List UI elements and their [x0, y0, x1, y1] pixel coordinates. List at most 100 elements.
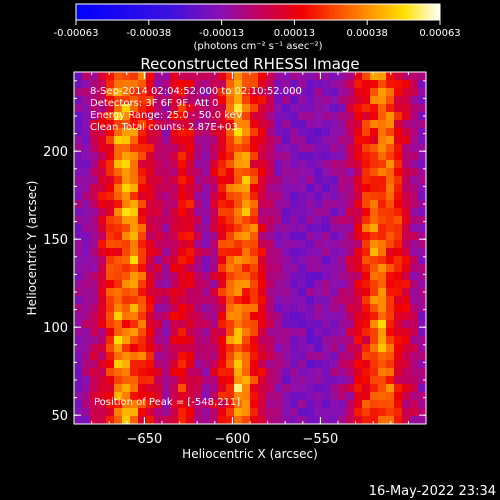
heatmap-cell — [226, 272, 235, 281]
heatmap-cell — [130, 400, 139, 409]
heatmap-cell — [418, 176, 427, 185]
heatmap-cell — [234, 104, 243, 113]
heatmap-cell — [194, 192, 203, 201]
heatmap-cell — [202, 416, 211, 425]
heatmap-cell — [226, 104, 235, 113]
heatmap-cell — [282, 120, 291, 129]
heatmap-cell — [210, 144, 219, 153]
heatmap-cell — [362, 272, 371, 281]
heatmap-cell — [98, 392, 107, 401]
heatmap-cell — [266, 272, 275, 281]
heatmap-cell — [290, 192, 299, 201]
heatmap-cell — [234, 376, 243, 385]
heatmap-cell — [90, 400, 99, 409]
heatmap-cell — [210, 72, 219, 81]
heatmap-cell — [210, 176, 219, 185]
heatmap-cell — [402, 208, 411, 217]
heatmap-cell — [338, 256, 347, 265]
heatmap-cell — [202, 384, 211, 393]
heatmap-cell — [290, 280, 299, 289]
heatmap-cell — [186, 288, 195, 297]
heatmap-cell — [130, 208, 139, 217]
heatmap-cell — [314, 288, 323, 297]
heatmap-cell — [178, 184, 187, 193]
heatmap-cell — [362, 256, 371, 265]
heatmap-cell — [90, 320, 99, 329]
heatmap-cell — [250, 352, 259, 361]
heatmap-cell — [82, 232, 91, 241]
heatmap-cell — [122, 328, 131, 337]
heatmap-cell — [194, 96, 203, 105]
heatmap-cell — [74, 144, 83, 153]
heatmap-cell — [114, 408, 123, 417]
heatmap-cell — [250, 232, 259, 241]
heatmap-cell — [370, 184, 379, 193]
heatmap-cell — [410, 256, 419, 265]
heatmap-cell — [74, 208, 83, 217]
heatmap-cell — [90, 272, 99, 281]
heatmap-cell — [394, 184, 403, 193]
heatmap-cell — [194, 232, 203, 241]
heatmap-cell — [178, 376, 187, 385]
heatmap-cell — [250, 80, 259, 89]
heatmap-cell — [298, 296, 307, 305]
heatmap-cell — [74, 368, 83, 377]
heatmap-cell — [162, 168, 171, 177]
heatmap-cell — [226, 256, 235, 265]
heatmap-cell — [314, 96, 323, 105]
heatmap-cell — [354, 344, 363, 353]
heatmap-cell — [274, 368, 283, 377]
heatmap-cell — [98, 352, 107, 361]
heatmap-cell — [74, 112, 83, 121]
heatmap-cell — [162, 368, 171, 377]
heatmap-cell — [378, 320, 387, 329]
heatmap-cell — [354, 136, 363, 145]
heatmap-cell — [370, 176, 379, 185]
heatmap-cell — [186, 208, 195, 217]
heatmap-cell — [418, 184, 427, 193]
heatmap-cell — [162, 280, 171, 289]
heatmap-cell — [250, 128, 259, 137]
heatmap-cell — [194, 392, 203, 401]
heatmap-cell — [314, 272, 323, 281]
heatmap-cell — [154, 376, 163, 385]
heatmap-cell — [370, 104, 379, 113]
heatmap-cell — [202, 192, 211, 201]
heatmap-cell — [194, 72, 203, 81]
heatmap-cell — [210, 392, 219, 401]
heatmap-cell — [154, 88, 163, 97]
heatmap-cell — [418, 160, 427, 169]
heatmap-cell — [138, 216, 147, 225]
heatmap-cell — [146, 384, 155, 393]
heatmap-cell — [354, 72, 363, 81]
heatmap-cell — [362, 120, 371, 129]
heatmap-cell — [162, 352, 171, 361]
heatmap-cell — [258, 216, 267, 225]
heatmap-cell — [138, 136, 147, 145]
heatmap-cell — [402, 368, 411, 377]
heatmap-cell — [258, 248, 267, 257]
heatmap-cell — [178, 408, 187, 417]
heatmap-cell — [410, 296, 419, 305]
heatmap-cell — [242, 224, 251, 233]
heatmap-cell — [186, 216, 195, 225]
heatmap-cell — [162, 96, 171, 105]
heatmap-cell — [74, 360, 83, 369]
heatmap-cell — [210, 256, 219, 265]
heatmap-cell — [250, 176, 259, 185]
heatmap-cell — [266, 72, 275, 81]
heatmap-cell — [346, 344, 355, 353]
heatmap-cell — [202, 368, 211, 377]
heatmap-cell — [130, 88, 139, 97]
heatmap-cell — [98, 296, 107, 305]
heatmap-cell — [178, 120, 187, 129]
heatmap-cell — [418, 208, 427, 217]
heatmap-cell — [194, 288, 203, 297]
heatmap-cell — [378, 144, 387, 153]
heatmap-cell — [258, 80, 267, 89]
heatmap-cell — [394, 120, 403, 129]
heatmap-cell — [354, 288, 363, 297]
heatmap-cell — [282, 224, 291, 233]
heatmap-cell — [298, 304, 307, 313]
heatmap-cell — [282, 312, 291, 321]
